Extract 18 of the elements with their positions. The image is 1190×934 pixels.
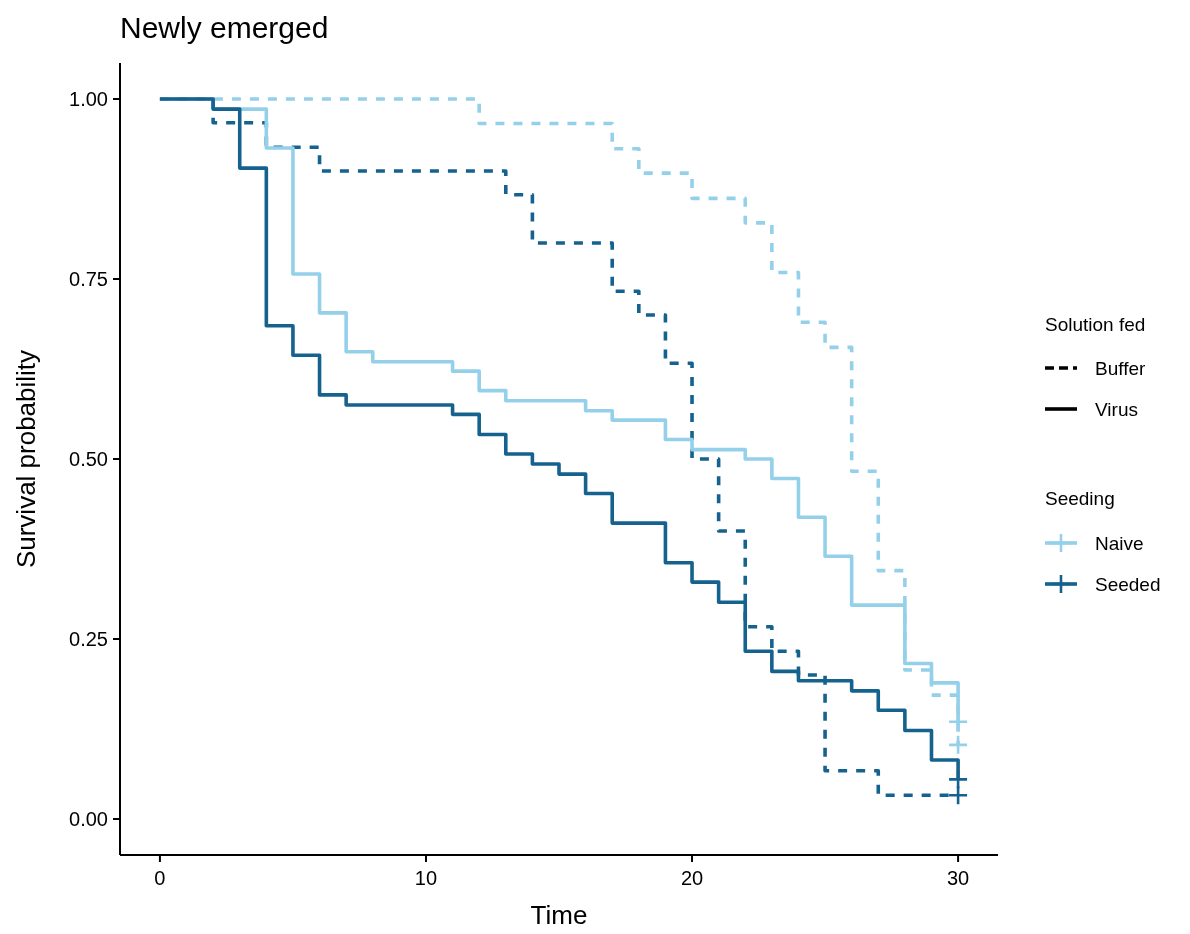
- x-tick-label: 20: [680, 867, 704, 889]
- y-tick-label: 0.75: [69, 268, 108, 290]
- y-tick-label: 0.00: [69, 808, 108, 830]
- legend-label: Seeded: [1095, 574, 1161, 595]
- x-tick-label: 30: [946, 867, 970, 889]
- y-tick-label: 1.00: [69, 88, 108, 110]
- legend-label: Naive: [1095, 533, 1144, 554]
- legend-title: Solution fed: [1045, 314, 1146, 335]
- x-tick-label: 0: [154, 867, 166, 889]
- x-tick-label: 10: [414, 867, 438, 889]
- x-axis-title: Time: [530, 900, 588, 930]
- text: Seeding: [1045, 488, 1115, 509]
- y-axis-title: Survival probability: [11, 349, 41, 569]
- text: Buffer: [1095, 358, 1147, 379]
- y-tick-label: 0.25: [69, 628, 108, 650]
- y-tick-label: 0.50: [69, 448, 108, 470]
- chart-title: Newly emerged: [120, 11, 329, 44]
- text: Virus: [1095, 399, 1138, 420]
